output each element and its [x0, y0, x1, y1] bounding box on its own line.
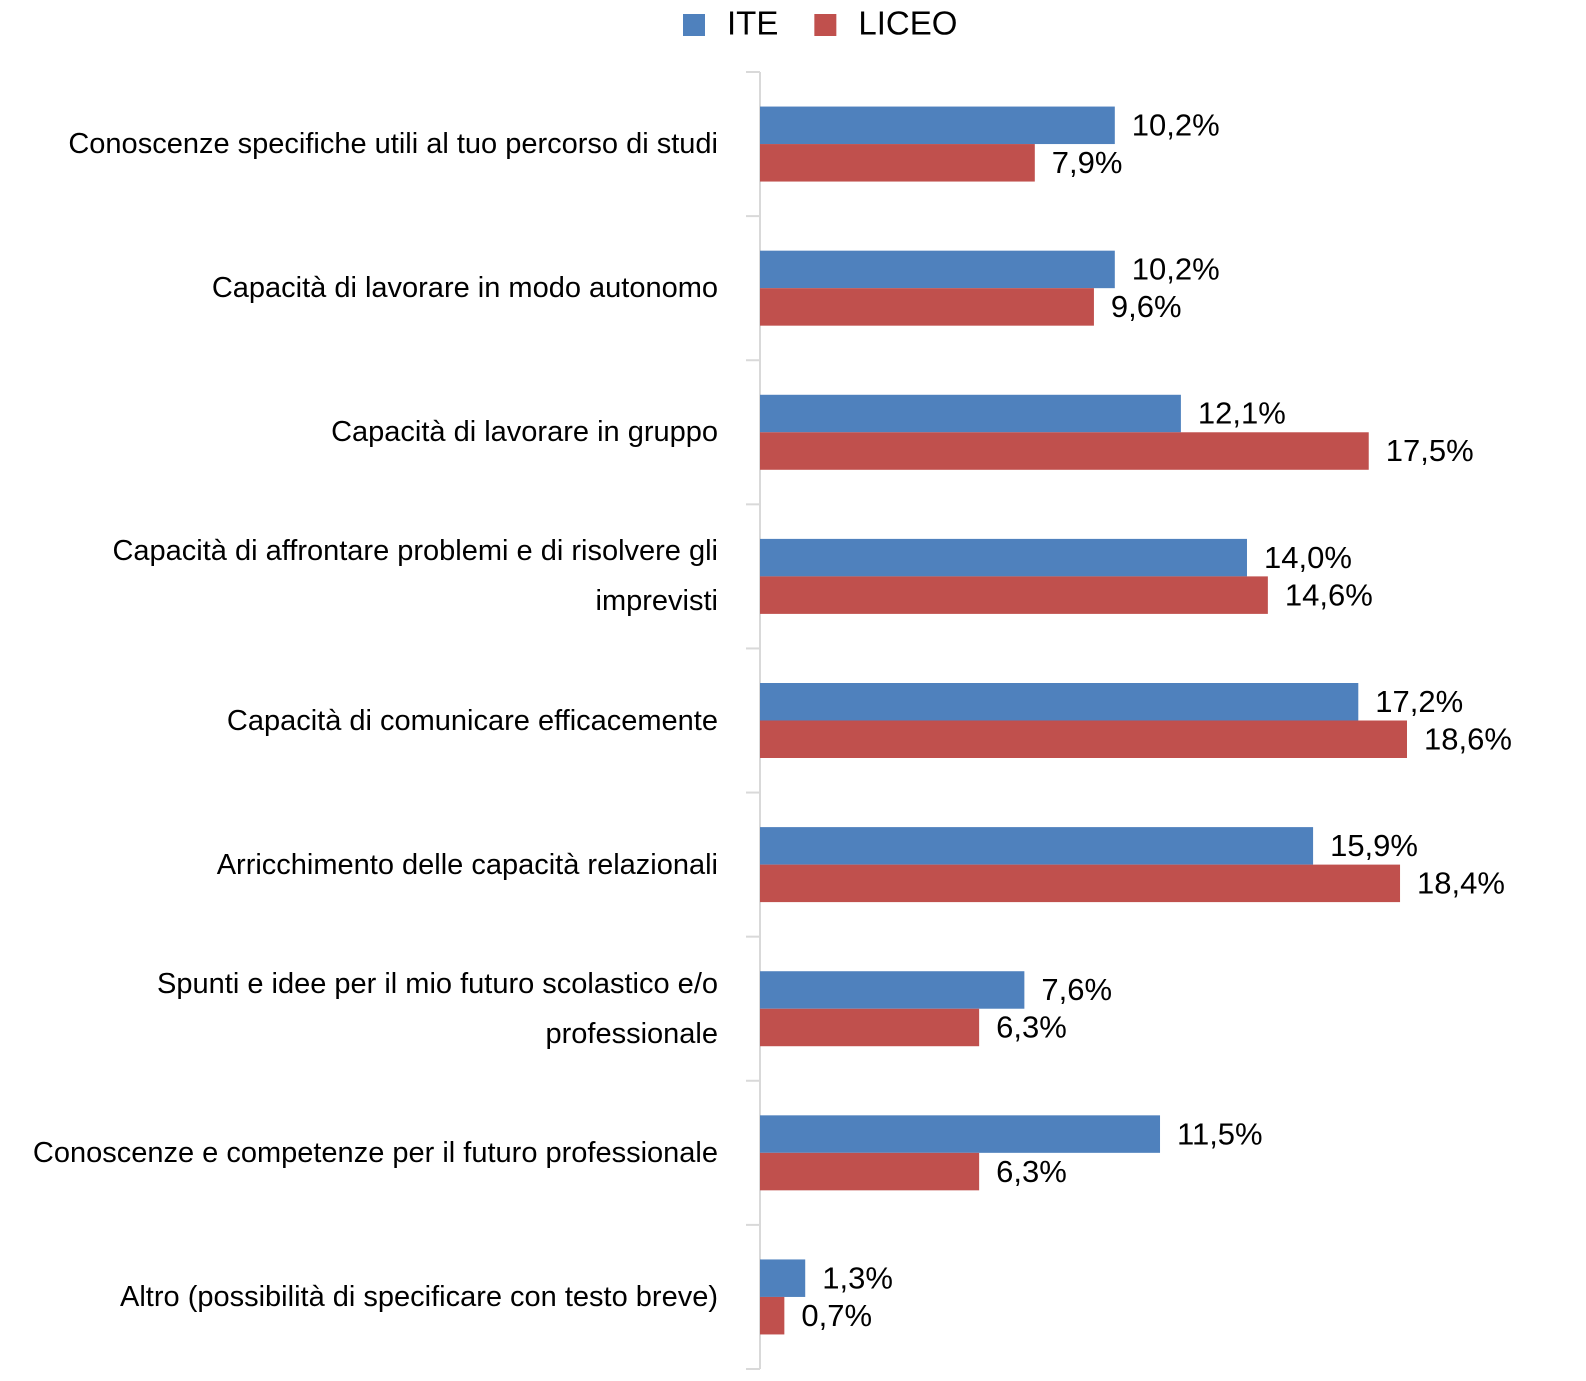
value-label: 7,6% [1041, 972, 1112, 1007]
bar [760, 106, 1115, 145]
value-label: 18,6% [1424, 721, 1512, 756]
value-label: 11,5% [1177, 1116, 1263, 1151]
bar [760, 1115, 1161, 1153]
category-label: Arricchimento delle capacità relazionali [216, 848, 718, 881]
legend-swatch [683, 14, 705, 36]
bar [760, 432, 1369, 470]
category-label: Conoscenze specifiche utili al tuo perco… [68, 128, 718, 161]
value-label: 10,2% [1132, 107, 1220, 142]
category-label: Conoscenze e competenze per il futuro pr… [32, 1136, 718, 1169]
legend-swatch [814, 14, 837, 36]
bar [760, 1152, 980, 1191]
bar [760, 1296, 785, 1335]
category-label: Capacità di affrontare problemi e di ris… [112, 535, 718, 618]
value-label: 18,4% [1417, 866, 1505, 901]
bar [760, 394, 1181, 433]
value-label: 14,6% [1285, 577, 1373, 612]
value-label: 6,3% [996, 1154, 1067, 1189]
bar [760, 720, 1407, 758]
bar [760, 288, 1094, 326]
bar [760, 250, 1115, 289]
bar [760, 864, 1401, 903]
category-label: Capacità di comunicare efficacemente [226, 704, 718, 737]
category-label: Altro (possibilità di specificare con te… [120, 1280, 718, 1313]
value-label: 12,1% [1198, 396, 1286, 431]
value-label: 10,2% [1132, 252, 1220, 287]
bar [760, 538, 1247, 577]
bar [760, 683, 1359, 721]
value-label: 7,9% [1052, 145, 1123, 180]
bar [760, 576, 1268, 614]
value-label: 17,2% [1375, 684, 1463, 719]
value-label: 15,9% [1330, 828, 1418, 863]
bar [760, 1008, 980, 1047]
bar [760, 827, 1314, 865]
value-label: 0,7% [801, 1298, 872, 1333]
bar [760, 971, 1025, 1009]
category-label: Capacità di lavorare in gruppo [331, 416, 718, 449]
value-label: 17,5% [1386, 433, 1474, 468]
value-label: 1,3% [822, 1260, 893, 1295]
value-label: 9,6% [1111, 289, 1182, 324]
bar [760, 1259, 806, 1297]
bar [760, 144, 1035, 182]
value-label: 14,0% [1264, 540, 1352, 575]
legend-label: ITE [727, 5, 778, 42]
legend-label: LICEO [858, 5, 957, 42]
value-label: 6,3% [996, 1010, 1067, 1045]
category-label: Capacità di lavorare in modo autonomo [211, 272, 718, 305]
category-label: Spunti e idee per il mio futuro scolasti… [157, 967, 718, 1050]
